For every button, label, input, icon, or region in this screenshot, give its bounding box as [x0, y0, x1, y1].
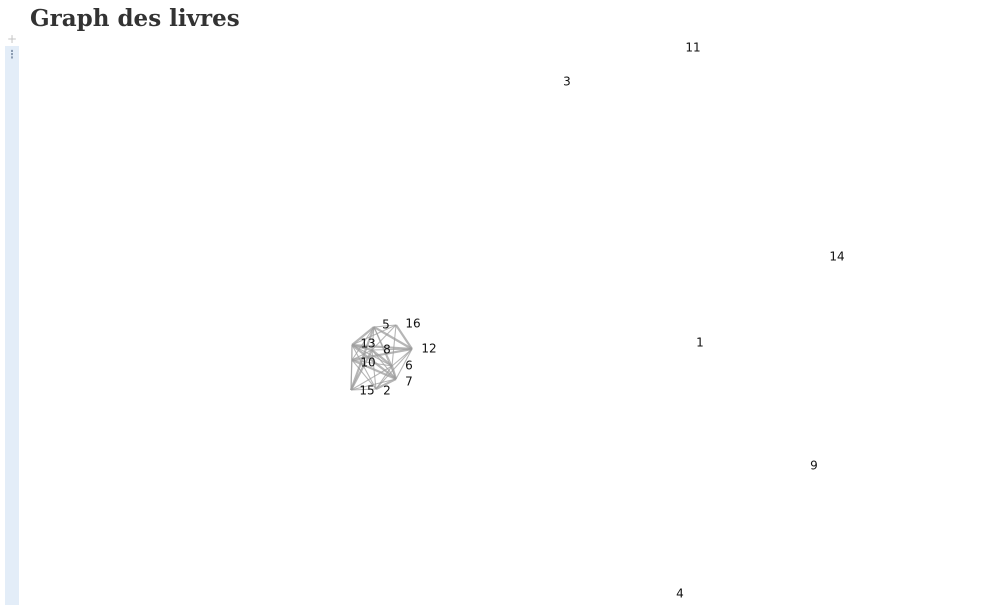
graph-edge: [391, 348, 413, 367]
graph-edge: [351, 343, 413, 351]
graph-canvas: 11 3 14 5 16 13 8 12 1 10 6 7 15 2 9 4: [349, 41, 845, 601]
book-graph: 11 3 14 5 16 13 8 12 1 10 6 7 15 2 9 4: [20, 40, 1004, 605]
graph-edge: [350, 378, 397, 391]
graph-edge: [350, 365, 393, 391]
graph-node-8[interactable]: 8: [383, 343, 391, 357]
graph-edge: [351, 358, 397, 381]
graph-node-12[interactable]: 12: [421, 342, 436, 356]
cell-menu-icon[interactable]: ⋮: [6, 48, 18, 61]
graph-node-5[interactable]: 5: [382, 318, 390, 332]
graph-edge: [351, 326, 375, 361]
graph-edge: [351, 324, 397, 346]
graph-edge: [351, 359, 377, 390]
graph-edge: [375, 378, 397, 390]
graph-edge: [373, 324, 397, 328]
graph-edge: [395, 348, 413, 380]
graph-node-10[interactable]: 10: [360, 356, 375, 370]
graph-node-14[interactable]: 14: [829, 250, 844, 264]
graph-node-1[interactable]: 1: [696, 336, 704, 350]
graph-edge: [375, 365, 393, 390]
graph-edge: [373, 326, 413, 350]
add-cell-icon[interactable]: +: [7, 32, 18, 46]
graph-edge: [351, 326, 375, 346]
graph-node-15[interactable]: 15: [359, 384, 374, 398]
graph-edges: [349, 324, 413, 391]
graph-edge: [350, 388, 377, 391]
graph-node-11[interactable]: 11: [685, 41, 700, 55]
graph-node-7[interactable]: 7: [405, 375, 413, 389]
graph-node-4[interactable]: 4: [676, 587, 684, 601]
graph-edge: [351, 344, 397, 380]
graph-node-13[interactable]: 13: [360, 337, 375, 351]
graph-edge: [395, 324, 413, 350]
graph-edge: [390, 365, 398, 380]
graph-edge: [350, 359, 353, 391]
graph-edge: [351, 359, 393, 367]
graph-node-9[interactable]: 9: [810, 459, 818, 473]
graph-nodes: 11 3 14 5 16 13 8 12 1 10 6 7 15 2 9 4: [359, 41, 844, 601]
graph-node-6[interactable]: 6: [405, 359, 413, 373]
cell-gutter[interactable]: ⋮: [5, 46, 19, 605]
graph-edge: [351, 347, 413, 362]
graph-edge: [371, 349, 393, 367]
graph-edge: [391, 324, 397, 367]
graph-node-2[interactable]: 2: [383, 384, 391, 398]
graph-node-3[interactable]: 3: [563, 75, 571, 89]
graph-node-16[interactable]: 16: [405, 317, 420, 331]
page-title: Graph des livres: [30, 5, 240, 32]
